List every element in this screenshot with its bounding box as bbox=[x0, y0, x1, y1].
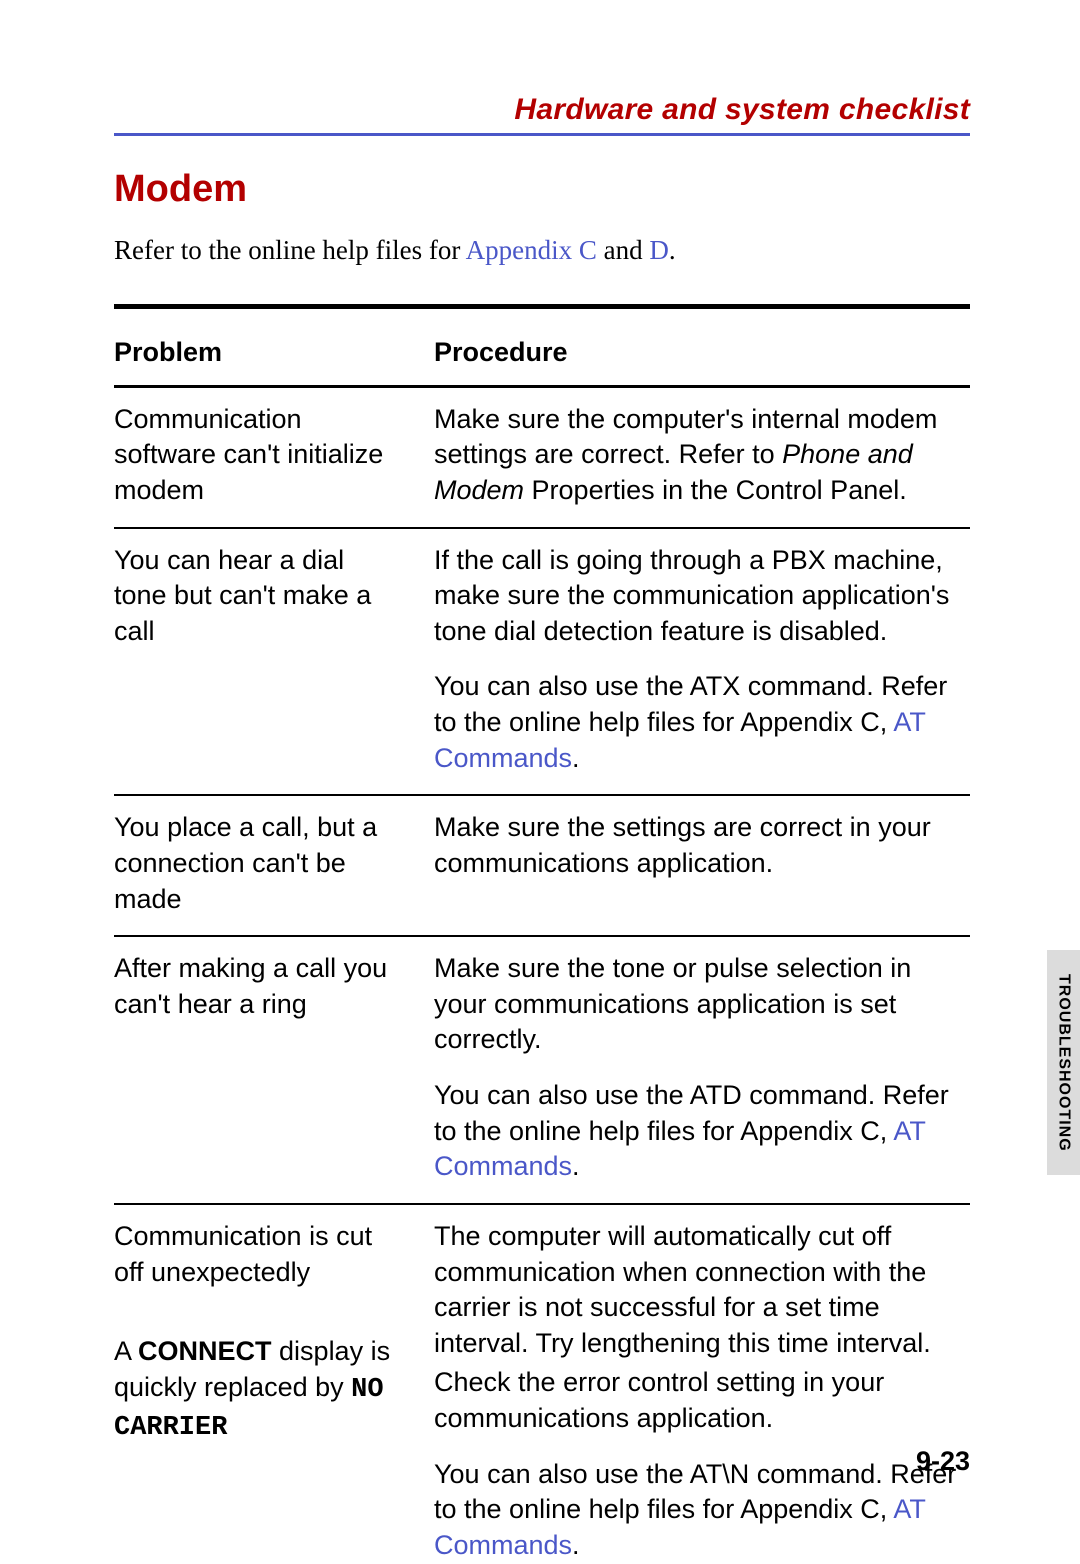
procedure-paragraph: Make sure the settings are correct in yo… bbox=[434, 810, 970, 881]
procedure-paragraph: Make sure the tone or pulse selection in… bbox=[434, 951, 970, 1058]
procedure-cell: If the call is going through a PBX machi… bbox=[434, 543, 970, 777]
text: You can also use the ATD command. Refer … bbox=[434, 1080, 949, 1146]
procedure-paragraph: Make sure the computer's internal modem … bbox=[434, 402, 970, 509]
procedure-paragraph: If the call is going through a PBX machi… bbox=[434, 543, 970, 650]
section-title: Modem bbox=[114, 168, 970, 211]
bold-text: CONNECT bbox=[138, 1336, 272, 1366]
procedure-paragraph: You can also use the ATX command. Refer … bbox=[434, 669, 970, 776]
table-header-row: Problem Procedure bbox=[114, 325, 970, 388]
text: The computer will automatically cut off … bbox=[434, 1221, 931, 1358]
problem-cell: Communication is cut off unexpectedly A … bbox=[114, 1219, 404, 1564]
intro-text: and bbox=[597, 235, 649, 265]
header-rule bbox=[114, 133, 970, 136]
text: Make sure the tone or pulse selection in… bbox=[434, 953, 911, 1054]
troubleshooting-table: Problem Procedure Communication software… bbox=[114, 304, 970, 1564]
intro-text: Refer to the online help files for bbox=[114, 235, 466, 265]
text: Check the error control setting in your … bbox=[434, 1367, 884, 1433]
table-row: You can hear a dial tone but can't make … bbox=[114, 529, 970, 797]
table-row: Communication is cut off unexpectedly A … bbox=[114, 1205, 970, 1564]
table-row: After making a call you can't hear a rin… bbox=[114, 937, 970, 1205]
problem-cell: After making a call you can't hear a rin… bbox=[114, 951, 404, 1185]
text: You can also use the AT\N command. Refer… bbox=[434, 1459, 956, 1525]
procedure-cell: Make sure the computer's internal modem … bbox=[434, 402, 970, 509]
text: A bbox=[114, 1336, 138, 1366]
appendix-d-link[interactable]: D bbox=[649, 235, 669, 265]
problem-cell: Communication software can't initialize … bbox=[114, 402, 404, 509]
intro-text: . bbox=[669, 235, 676, 265]
procedure-paragraph: You can also use the AT\N command. Refer… bbox=[434, 1457, 970, 1564]
content-area: Modem Refer to the online help files for… bbox=[114, 168, 970, 1564]
problem-part: Communication is cut off unexpectedly bbox=[114, 1219, 404, 1290]
problem-cell: You place a call, but a connection can't… bbox=[114, 810, 404, 917]
table-row: Communication software can't initialize … bbox=[114, 388, 970, 529]
text: . bbox=[572, 1530, 580, 1560]
page-header: Hardware and system checklist bbox=[114, 93, 970, 136]
text: You can also use the ATX command. Refer … bbox=[434, 671, 947, 737]
procedure-paragraph: Check the error control setting in your … bbox=[434, 1365, 970, 1436]
text: If the call is going through a PBX machi… bbox=[434, 545, 949, 646]
page: Hardware and system checklist Modem Refe… bbox=[0, 0, 1080, 1529]
column-header-procedure: Procedure bbox=[434, 335, 970, 371]
column-header-problem: Problem bbox=[114, 335, 404, 371]
procedure-cell: The computer will automatically cut off … bbox=[434, 1219, 970, 1564]
problem-part: A CONNECT display is quickly replaced by… bbox=[114, 1334, 404, 1447]
text: . bbox=[572, 1151, 580, 1181]
intro-paragraph: Refer to the online help files for Appen… bbox=[114, 235, 970, 266]
table-top-rule bbox=[114, 304, 970, 309]
problem-cell: You can hear a dial tone but can't make … bbox=[114, 543, 404, 777]
table-row: You place a call, but a connection can't… bbox=[114, 796, 970, 937]
text: Make sure the settings are correct in yo… bbox=[434, 812, 931, 878]
section-tab-label: TROUBLESHOOTING bbox=[1055, 974, 1073, 1152]
procedure-cell: Make sure the settings are correct in yo… bbox=[434, 810, 970, 917]
header-title: Hardware and system checklist bbox=[114, 93, 970, 133]
text: Properties in the Control Panel. bbox=[524, 475, 907, 505]
section-tab: TROUBLESHOOTING bbox=[1047, 950, 1080, 1175]
page-number: 9-23 bbox=[916, 1446, 970, 1477]
procedure-cell: Make sure the tone or pulse selection in… bbox=[434, 951, 970, 1185]
procedure-paragraph: The computer will automatically cut off … bbox=[434, 1219, 970, 1362]
text: . bbox=[572, 743, 580, 773]
appendix-c-link[interactable]: Appendix C bbox=[466, 235, 597, 265]
procedure-paragraph: You can also use the ATD command. Refer … bbox=[434, 1078, 970, 1185]
